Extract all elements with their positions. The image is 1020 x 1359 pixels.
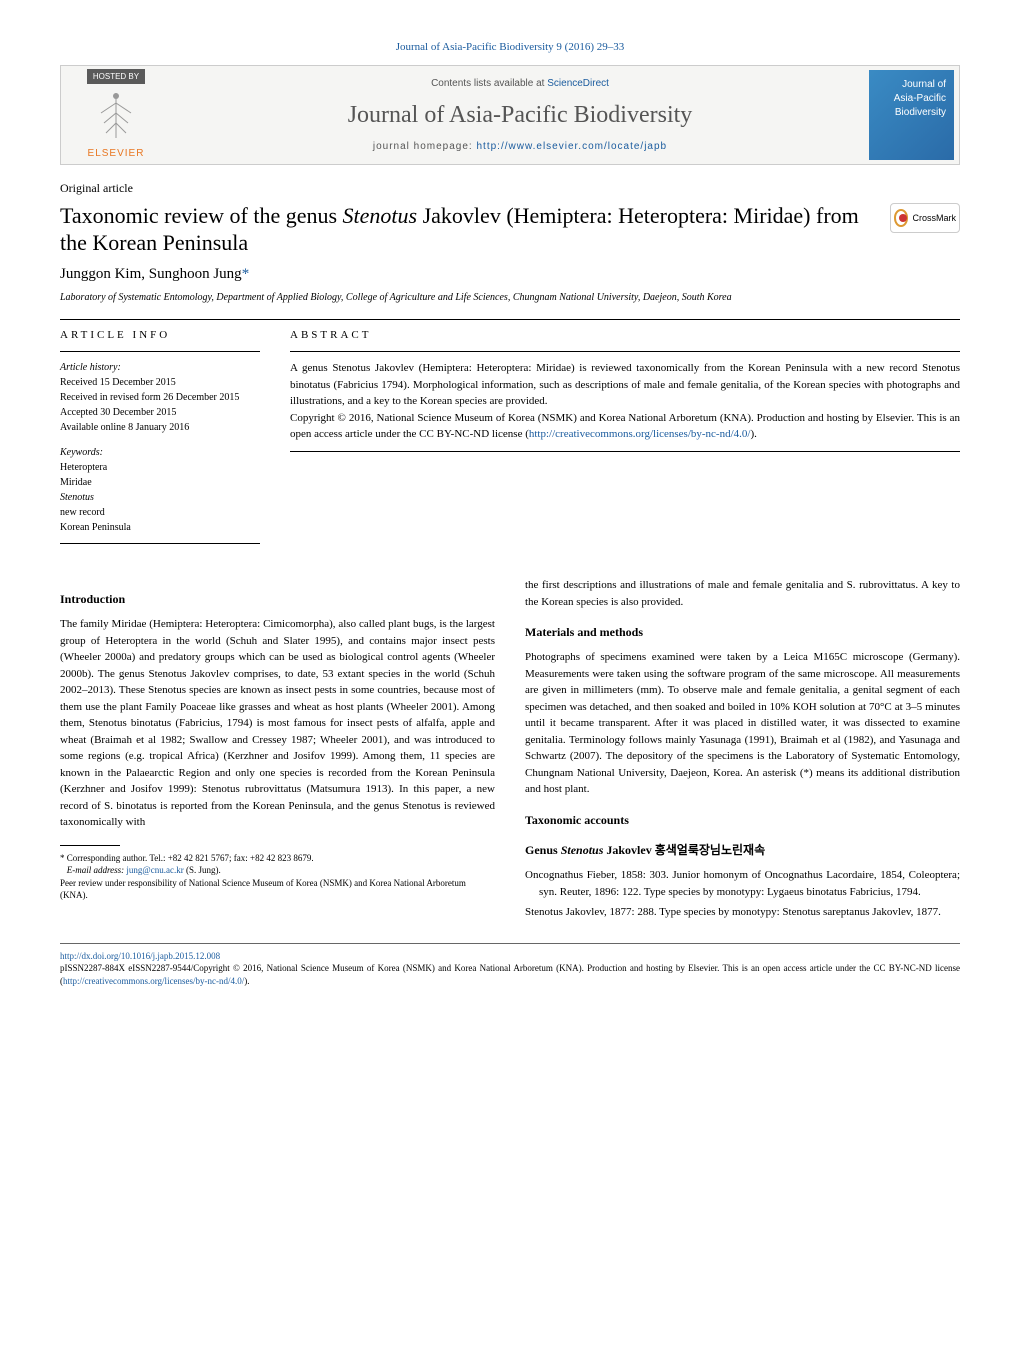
genus-heading: Genus Stenotus Jakovlev 홍색얼룩장님노린재속 [525, 842, 960, 859]
email-link[interactable]: jung@cnu.ac.kr [126, 865, 183, 875]
crossmark-label: CrossMark [912, 212, 956, 225]
abstract: ABSTRACT A genus Stenotus Jakovlev (Hemi… [290, 328, 960, 552]
main-content: Introduction The family Miridae (Hemipte… [60, 577, 960, 924]
abstract-text: A genus Stenotus Jakovlev (Hemiptera: He… [290, 360, 960, 443]
taxonomic-entry: Stenotus Jakovlev, 1877: 288. Type speci… [525, 904, 960, 921]
methods-text: Photographs of specimens examined were t… [525, 649, 960, 798]
journal-citation[interactable]: Journal of Asia-Pacific Biodiversity 9 (… [60, 40, 960, 55]
journal-cover: Journal of Asia-Pacific Biodiversity [869, 70, 954, 160]
sciencedirect-line: Contents lists available at ScienceDirec… [171, 77, 869, 91]
genus-name: Stenotus [561, 843, 604, 857]
divider [60, 319, 960, 320]
introduction-head: Introduction [60, 591, 495, 608]
publisher-block: HOSTED BY ELSEVIER [61, 64, 171, 166]
doi-link[interactable]: http://dx.doi.org/10.1016/j.japb.2015.12… [60, 950, 960, 963]
divider [60, 543, 260, 544]
license-link[interactable]: http://creativecommons.org/licenses/by-n… [529, 428, 751, 440]
article-title: Taxonomic review of the genus Stenotus J… [60, 203, 960, 256]
history-label: Article history: [60, 360, 260, 375]
keyword: Korean Peninsula [60, 520, 260, 535]
article-info: ARTICLE INFO Article history: Received 1… [60, 328, 260, 552]
keywords-label: Keywords: [60, 445, 260, 460]
keyword: Heteroptera [60, 460, 260, 475]
keyword: new record [60, 505, 260, 520]
sciencedirect-link[interactable]: ScienceDirect [547, 78, 609, 89]
keyword: Stenotus [60, 490, 260, 505]
authors: Junggon Kim, Sunghoon Jung* [60, 264, 960, 285]
email-post: (S. Jung). [184, 865, 221, 875]
affiliation: Laboratory of Systematic Entomology, Dep… [60, 291, 960, 305]
homepage-link[interactable]: http://www.elsevier.com/locate/japb [476, 141, 667, 152]
authors-names: Junggon Kim, Sunghoon Jung [60, 266, 242, 282]
info-abstract-row: ARTICLE INFO Article history: Received 1… [60, 328, 960, 552]
license-link-foot[interactable]: http://creativecommons.org/licenses/by-n… [63, 976, 244, 986]
elsevier-logo-icon [86, 88, 146, 143]
cover-line3: Biodiversity [877, 106, 946, 120]
divider [290, 451, 960, 452]
cover-line2: Asia-Pacific [877, 92, 946, 106]
journal-homepage-line: journal homepage: http://www.elsevier.co… [171, 140, 869, 154]
article-info-head: ARTICLE INFO [60, 328, 260, 343]
bottom-divider [60, 943, 960, 944]
corresponding-asterisk: * [242, 266, 250, 282]
online-date: Available online 8 January 2016 [60, 420, 260, 435]
left-column: Introduction The family Miridae (Hemipte… [60, 577, 495, 924]
peer-review-footnote: Peer review under responsibility of Nati… [60, 877, 495, 902]
footnote-divider [60, 845, 120, 846]
cover-line1: Journal of [877, 78, 946, 92]
revised-date: Received in revised form 26 December 201… [60, 390, 260, 405]
copyright-b: ). [244, 976, 249, 986]
genus-pre: Genus [525, 843, 561, 857]
article-type: Original article [60, 180, 960, 197]
abstract-p1: A genus Stenotus Jakovlev (Hemiptera: He… [290, 362, 960, 407]
crossmark-badge[interactable]: CrossMark [890, 203, 960, 233]
right-column: the first descriptions and illustrations… [525, 577, 960, 924]
accepted-date: Accepted 30 December 2015 [60, 405, 260, 420]
taxonomic-head: Taxonomic accounts [525, 812, 960, 829]
introduction-text: The family Miridae (Hemiptera: Heteropte… [60, 616, 495, 831]
email-footnote: E-mail address: jung@cnu.ac.kr (S. Jung)… [60, 864, 495, 877]
abstract-p2b: ). [750, 428, 756, 440]
corresponding-footnote: * Corresponding author. Tel.: +82 42 821… [60, 852, 495, 865]
sciencedirect-pre: Contents lists available at [431, 78, 547, 89]
divider [290, 351, 960, 352]
article-history: Article history: Received 15 December 20… [60, 360, 260, 535]
homepage-pre: journal homepage: [373, 141, 477, 152]
hosted-by-label: HOSTED BY [87, 69, 145, 84]
genus-post: Jakovlev 홍색얼룩장님노린재속 [603, 843, 765, 857]
divider [60, 351, 260, 352]
taxonomic-entry: Oncognathus Fieber, 1858: 303. Junior ho… [525, 867, 960, 900]
received-date: Received 15 December 2015 [60, 375, 260, 390]
methods-head: Materials and methods [525, 624, 960, 641]
keyword: Miridae [60, 475, 260, 490]
copyright-footer: pISSN2287-884X eISSN2287-9544/Copyright … [60, 962, 960, 987]
journal-title: Journal of Asia-Pacific Biodiversity [171, 99, 869, 133]
lead-continuation: the first descriptions and illustrations… [525, 577, 960, 610]
email-label: E-mail address: [67, 865, 127, 875]
abstract-head: ABSTRACT [290, 328, 960, 343]
crossmark-icon [894, 209, 908, 227]
banner-center: Contents lists available at ScienceDirec… [171, 77, 869, 155]
journal-banner: HOSTED BY ELSEVIER Contents lists availa… [60, 65, 960, 165]
elsevier-brand: ELSEVIER [88, 147, 145, 161]
